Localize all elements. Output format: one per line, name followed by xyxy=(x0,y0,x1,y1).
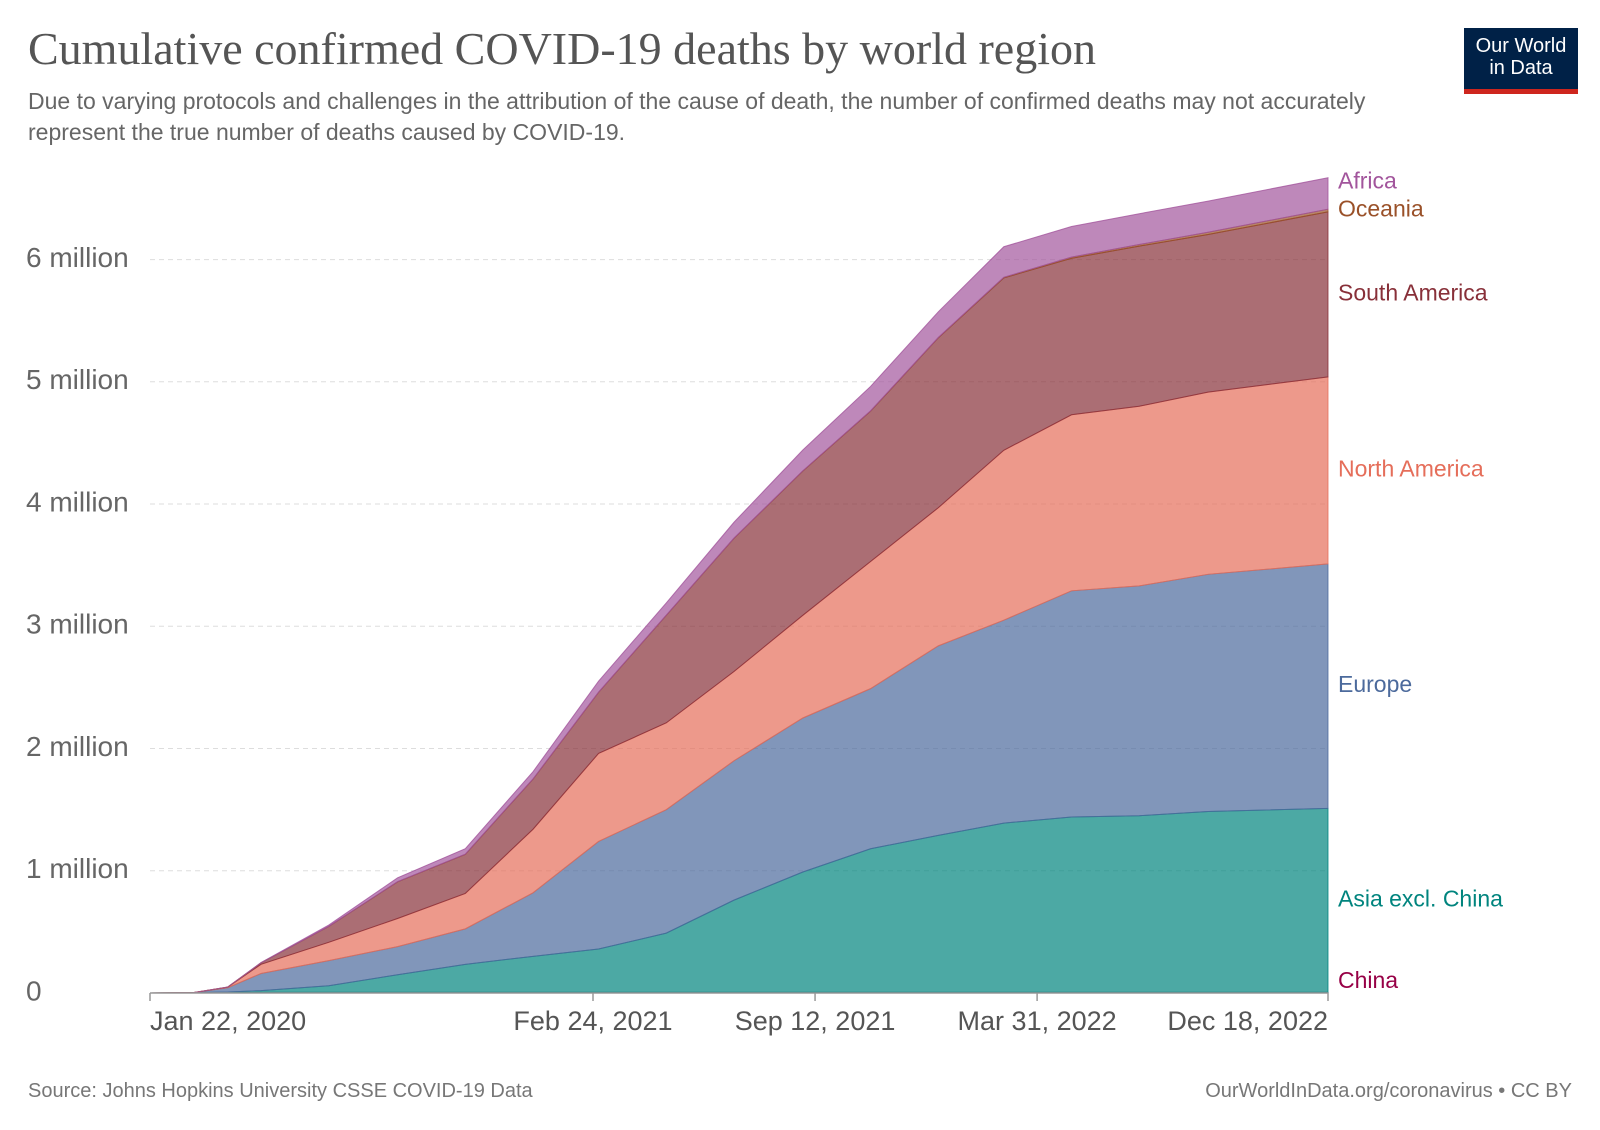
credit-note[interactable]: OurWorldInData.org/coronavirus • CC BY xyxy=(1205,1080,1572,1102)
legend-label: Oceania xyxy=(1338,196,1424,222)
legend-label: South America xyxy=(1338,279,1488,305)
source-note: Source: Johns Hopkins University CSSE CO… xyxy=(28,1080,533,1102)
legend-label: Europe xyxy=(1338,671,1412,697)
chart-title: Cumulative confirmed COVID-19 deaths by … xyxy=(28,23,1096,74)
logo-line: in Data xyxy=(1489,57,1553,79)
x-tick-label: Dec 18, 2022 xyxy=(1167,1006,1328,1036)
logo-line: Our World xyxy=(1475,35,1567,57)
legend-label: North America xyxy=(1338,455,1484,481)
y-tick-label: 5 million xyxy=(26,364,129,395)
chart-subtitle: Due to varying protocols and challenges … xyxy=(28,88,1366,145)
x-tick-label: Sep 12, 2021 xyxy=(735,1006,896,1036)
logo[interactable]: Our World in Data xyxy=(1464,28,1578,94)
legend-label: Africa xyxy=(1338,168,1397,194)
y-tick-label: 4 million xyxy=(26,486,129,517)
y-tick-label: 0 xyxy=(26,975,42,1006)
y-tick-label: 1 million xyxy=(26,853,129,884)
y-tick-label: 2 million xyxy=(26,731,129,762)
legend-label: China xyxy=(1338,967,1398,993)
x-tick-label: Feb 24, 2021 xyxy=(513,1006,672,1036)
area xyxy=(149,177,1329,994)
legend-label: Asia excl. China xyxy=(1338,885,1503,911)
x-tick-label: Mar 31, 2022 xyxy=(958,1006,1117,1036)
y-tick-label: 3 million xyxy=(26,609,129,640)
x-tick-label: Jan 22, 2020 xyxy=(150,1006,306,1036)
y-tick-label: 6 million xyxy=(26,242,129,273)
